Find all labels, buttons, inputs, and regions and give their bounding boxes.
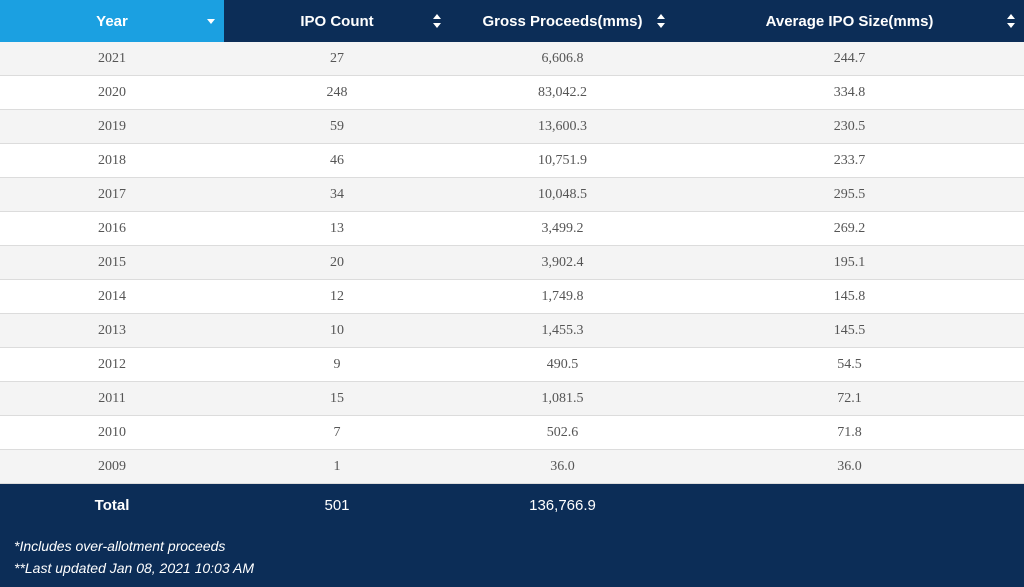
cell-gross-proceeds: 13,600.3 — [538, 119, 587, 134]
cell-ipo-count: 13 — [330, 221, 344, 236]
cell-average-ipo-size: 145.8 — [833, 289, 866, 304]
table-row: 2015 20 3,902.4 195.1 — [0, 246, 1024, 280]
table-header: Year IPO Count Gross Proceeds(mms) Avera… — [0, 0, 1024, 42]
cell-ipo-count: 10 — [330, 323, 344, 338]
cell-ipo-count: 9 — [333, 357, 341, 372]
table-row: 2018 46 10,751.9 233.7 — [0, 144, 1024, 178]
column-header-label: IPO Count — [300, 12, 374, 30]
cell-average-ipo-size: 233.7 — [833, 153, 866, 168]
table-row: 2009 1 36.0 36.0 — [0, 450, 1024, 484]
cell-year: 2010 — [98, 425, 126, 440]
cell-gross-proceeds: 6,606.8 — [541, 51, 584, 66]
table-row: 2017 34 10,048.5 295.5 — [0, 178, 1024, 212]
cell-year: 2009 — [98, 459, 126, 474]
cell-year: 2017 — [98, 187, 126, 202]
cell-average-ipo-size: 71.8 — [837, 425, 862, 440]
footnote-over-allotment: *Includes over-allotment proceeds — [14, 538, 226, 554]
cell-ipo-count: 27 — [330, 51, 344, 66]
table-row: 2013 10 1,455.3 145.5 — [0, 314, 1024, 348]
table-row: 2020 248 83,042.2 334.8 — [0, 76, 1024, 110]
cell-gross-proceeds: 490.5 — [546, 357, 579, 372]
cell-average-ipo-size: 295.5 — [833, 187, 866, 202]
cell-gross-proceeds: 3,499.2 — [541, 221, 584, 236]
cell-year: 2011 — [98, 391, 126, 406]
cell-year: 2014 — [98, 289, 126, 304]
cell-average-ipo-size: 72.1 — [837, 391, 862, 406]
cell-ipo-count: 15 — [330, 391, 344, 406]
cell-ipo-count: 46 — [330, 153, 344, 168]
cell-year: 2012 — [98, 357, 126, 372]
cell-ipo-count: 1 — [333, 459, 341, 474]
column-header-label: Year — [96, 12, 128, 30]
column-header-average-ipo-size[interactable]: Average IPO Size(mms) — [675, 0, 1024, 42]
cell-year: 2021 — [98, 51, 126, 66]
table-row: 2021 27 6,606.8 244.7 — [0, 42, 1024, 76]
cell-ipo-count: 59 — [330, 119, 344, 134]
cell-ipo-count: 34 — [330, 187, 344, 202]
table-row: 2012 9 490.5 54.5 — [0, 348, 1024, 382]
sort-arrows-icon — [657, 14, 665, 28]
column-header-label: Average IPO Size(mms) — [765, 12, 934, 30]
cell-year: 2015 — [98, 255, 126, 270]
footnote-last-updated: **Last updated Jan 08, 2021 10:03 AM — [14, 560, 254, 576]
sort-arrows-icon — [1007, 14, 1015, 28]
cell-ipo-count: 7 — [333, 425, 341, 440]
cell-average-ipo-size: 195.1 — [833, 255, 866, 270]
column-header-gross-proceeds[interactable]: Gross Proceeds(mms) — [450, 0, 675, 42]
cell-gross-proceeds: 1,749.8 — [541, 289, 584, 304]
column-header-ipo-count[interactable]: IPO Count — [224, 0, 450, 42]
table-footer: Total 501 136,766.9 *Includes over-allot… — [0, 484, 1024, 587]
total-ipo-count: 501 — [324, 496, 350, 514]
cell-year: 2019 — [98, 119, 126, 134]
sort-arrows-icon — [433, 14, 441, 28]
cell-gross-proceeds: 10,048.5 — [538, 187, 587, 202]
table-row: 2019 59 13,600.3 230.5 — [0, 110, 1024, 144]
cell-average-ipo-size: 334.8 — [833, 85, 866, 100]
total-row: Total 501 136,766.9 — [0, 484, 1024, 526]
column-header-label: Gross Proceeds(mms) — [482, 12, 643, 30]
column-header-year[interactable]: Year — [0, 0, 224, 42]
table-row: 2010 7 502.6 71.8 — [0, 416, 1024, 450]
cell-ipo-count: 248 — [326, 85, 348, 100]
total-gross-proceeds: 136,766.9 — [529, 496, 596, 514]
cell-gross-proceeds: 83,042.2 — [538, 85, 587, 100]
cell-year: 2016 — [98, 221, 126, 236]
cell-average-ipo-size: 36.0 — [837, 459, 862, 474]
cell-gross-proceeds: 1,455.3 — [541, 323, 584, 338]
table-row: 2016 13 3,499.2 269.2 — [0, 212, 1024, 246]
cell-gross-proceeds: 3,902.4 — [541, 255, 584, 270]
cell-average-ipo-size: 230.5 — [833, 119, 866, 134]
cell-year: 2018 — [98, 153, 126, 168]
cell-gross-proceeds: 1,081.5 — [541, 391, 584, 406]
table-row: 2011 15 1,081.5 72.1 — [0, 382, 1024, 416]
cell-ipo-count: 20 — [330, 255, 344, 270]
cell-gross-proceeds: 36.0 — [550, 459, 575, 474]
cell-average-ipo-size: 145.5 — [833, 323, 866, 338]
cell-average-ipo-size: 244.7 — [833, 51, 866, 66]
cell-average-ipo-size: 269.2 — [833, 221, 866, 236]
cell-gross-proceeds: 10,751.9 — [538, 153, 587, 168]
total-label: Total — [94, 496, 130, 514]
cell-year: 2013 — [98, 323, 126, 338]
cell-ipo-count: 12 — [330, 289, 344, 304]
cell-gross-proceeds: 502.6 — [546, 425, 579, 440]
table-body: 2021 27 6,606.8 244.7 2020 248 83,042.2 … — [0, 42, 1024, 484]
caret-down-icon — [207, 19, 215, 24]
cell-year: 2020 — [98, 85, 126, 100]
table-row: 2014 12 1,749.8 145.8 — [0, 280, 1024, 314]
cell-average-ipo-size: 54.5 — [837, 357, 862, 372]
